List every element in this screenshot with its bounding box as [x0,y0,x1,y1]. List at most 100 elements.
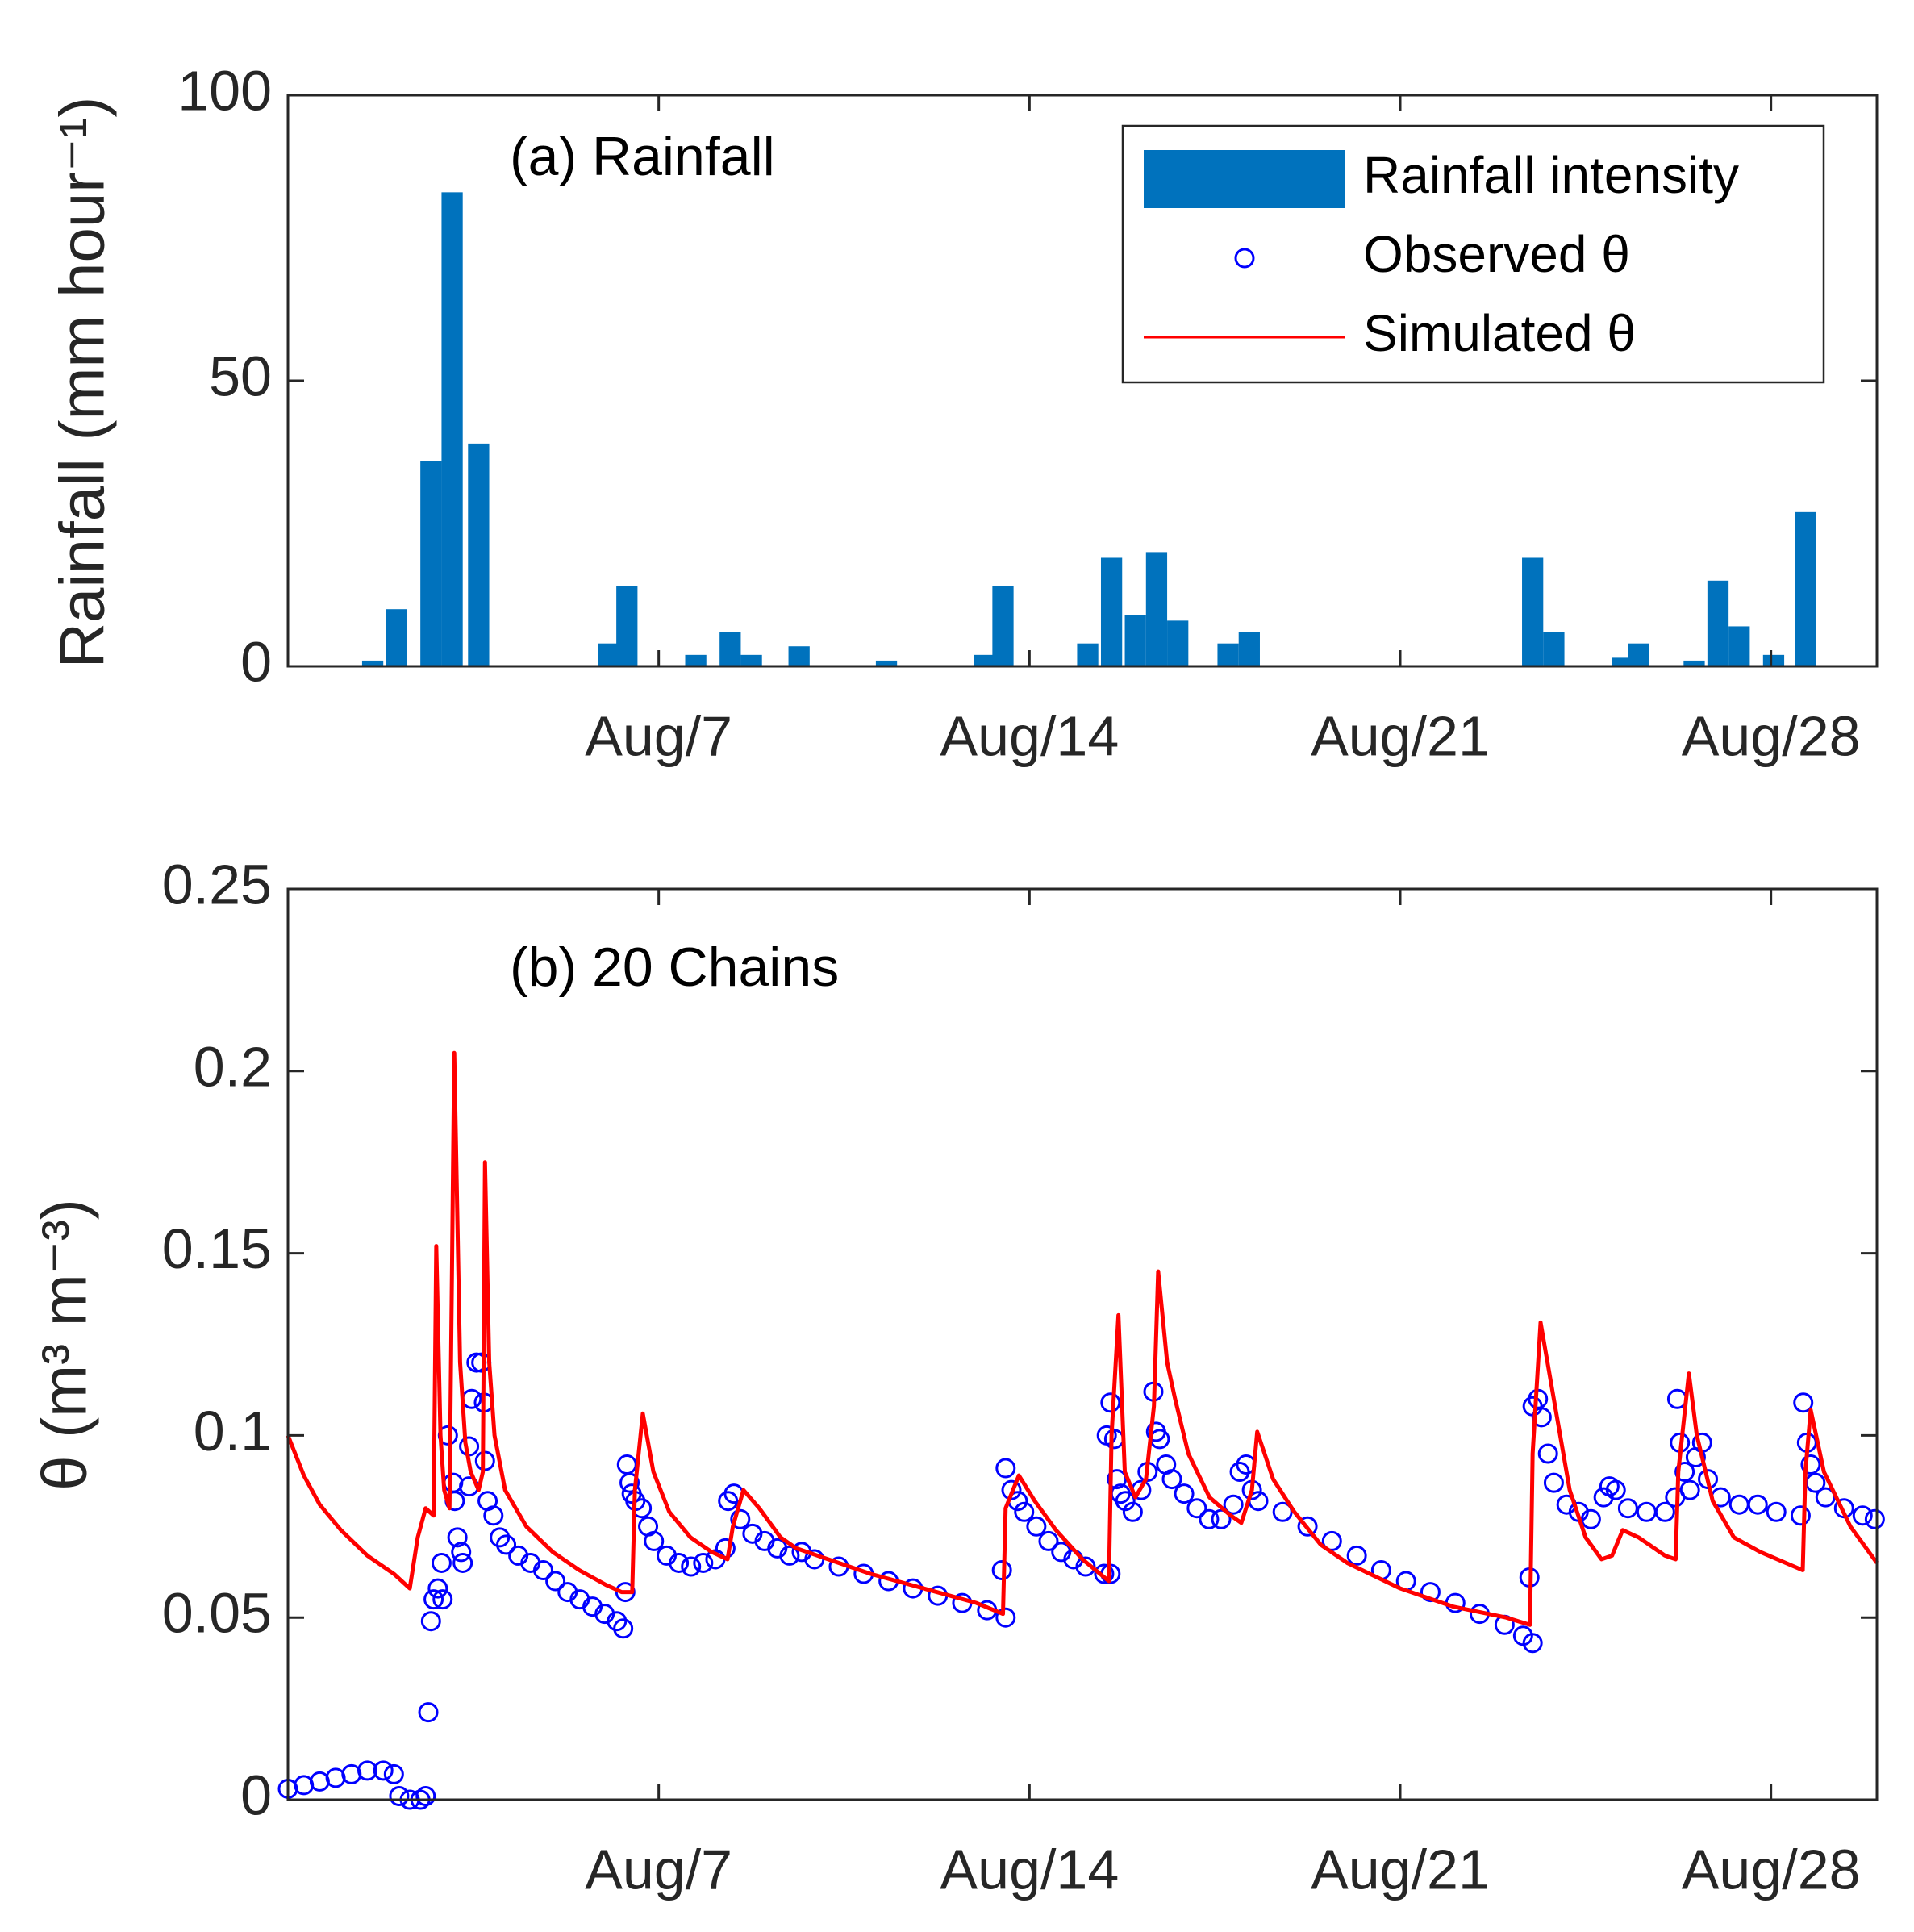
observed-point [619,1472,640,1493]
observed-point [483,1505,504,1526]
observed-point [995,1607,1016,1628]
y-tick-label: 0.1 [194,1400,272,1463]
observed-point [1161,1469,1182,1490]
observed-point [1174,1483,1195,1504]
observed-point [1038,1530,1059,1551]
annotation: (a) Rainfall [510,126,775,187]
observed-point [1537,1443,1558,1464]
observed-point [1674,1462,1695,1483]
observed-point [373,1760,394,1781]
bar [386,609,407,666]
observed-point [1728,1494,1749,1515]
observed-point [644,1530,665,1551]
observed-point [1199,1508,1220,1529]
bar [1077,643,1099,666]
bar [1543,632,1565,666]
observed-point [415,1785,436,1806]
observed-point [447,1527,468,1548]
observed-point [1864,1508,1885,1529]
observed-point [431,1552,452,1573]
bar [1124,615,1146,666]
observed-point [1211,1508,1232,1529]
observed-point [730,1508,751,1529]
x-tick-label: Aug/21 [1311,1838,1490,1901]
y-tick-label: 0 [240,1763,272,1826]
simulated-line [286,1050,1879,1627]
observed-point [1679,1479,1700,1500]
panel: 0 0.05 0.1 0.15 0.2 0.25 Aug/7 Aug/14 Aug/21 Aug/… [29,853,1885,1901]
panel: 0 50 100 Aug/7 Aug/14 Aug/21 Aug/28 (a) Rainfal… [47,59,1879,767]
bar [1100,557,1123,666]
observed-point [1522,1633,1543,1654]
bar [1522,557,1544,666]
observed-point [1026,1516,1047,1537]
bar [1217,643,1239,666]
legend-label: Observed θ [1363,225,1630,283]
bar [1762,654,1785,666]
bar [1728,626,1750,666]
bar [1628,643,1649,666]
observed-point [1605,1479,1626,1500]
bar [1795,511,1816,666]
legend: Rainfall intensity Observed θ Simulated θ [1121,124,1825,384]
observed-point [1420,1582,1441,1603]
annotation: (b) 20 Chains [510,937,839,998]
observed-point [1272,1501,1293,1522]
bar [740,654,762,666]
observed-point [420,1611,441,1632]
observed-point [461,1388,482,1409]
observed-point [1580,1508,1601,1529]
observed-point [1747,1494,1768,1515]
observed-point [669,1552,690,1573]
plot-area [277,1050,1885,1810]
x-tick-label: Aug/14 [940,704,1119,767]
observed-point [533,1559,554,1580]
observed-point [1223,1494,1244,1515]
observed-point [1014,1501,1035,1522]
observed-point [1100,1392,1121,1413]
x-tick-label: Aug/28 [1682,704,1861,767]
observed-point [1636,1501,1657,1522]
bar [1238,632,1260,666]
y-tick-label: 0.05 [162,1582,272,1645]
observed-point [1186,1498,1207,1519]
bar [598,643,619,666]
x-tick-label: Aug/14 [940,1838,1119,1901]
bar [361,660,384,666]
y-tick-label: 50 [209,344,272,407]
observed-point [1531,1407,1552,1428]
x-tick-label: Aug/7 [585,1838,732,1901]
observed-point [1766,1501,1787,1522]
y-axis-label: θ (m³ m⁻³) [29,1199,100,1491]
observed-point [995,1458,1016,1479]
observed-point [432,1589,453,1610]
observed-point [693,1552,714,1573]
bar [719,632,741,666]
legend-label: Simulated θ [1363,304,1636,362]
observed-point [1793,1392,1814,1413]
axes-box [286,887,1879,1801]
bar [1683,660,1705,666]
observed-point [779,1545,800,1566]
observed-point [545,1571,566,1592]
observed-point [423,1589,444,1610]
legend-swatch [1234,248,1255,269]
observed-point [1617,1498,1638,1519]
observed-point [383,1763,404,1784]
bar [1707,580,1729,666]
observed-point [1094,1563,1115,1584]
y-tick-label: 0.2 [194,1035,272,1098]
bar [788,646,810,666]
observed-point [451,1542,472,1563]
bar [974,654,995,666]
observed-point [1075,1556,1096,1577]
bar [992,586,1014,666]
legend-label: Rainfall intensity [1363,146,1739,204]
x-tick-label: Aug/21 [1311,704,1490,767]
y-tick-label: 0 [240,630,272,693]
bar [685,654,707,666]
x-tick-label: Aug/28 [1682,1838,1861,1901]
observed-point [1800,1454,1821,1475]
observed-point [1346,1545,1367,1566]
